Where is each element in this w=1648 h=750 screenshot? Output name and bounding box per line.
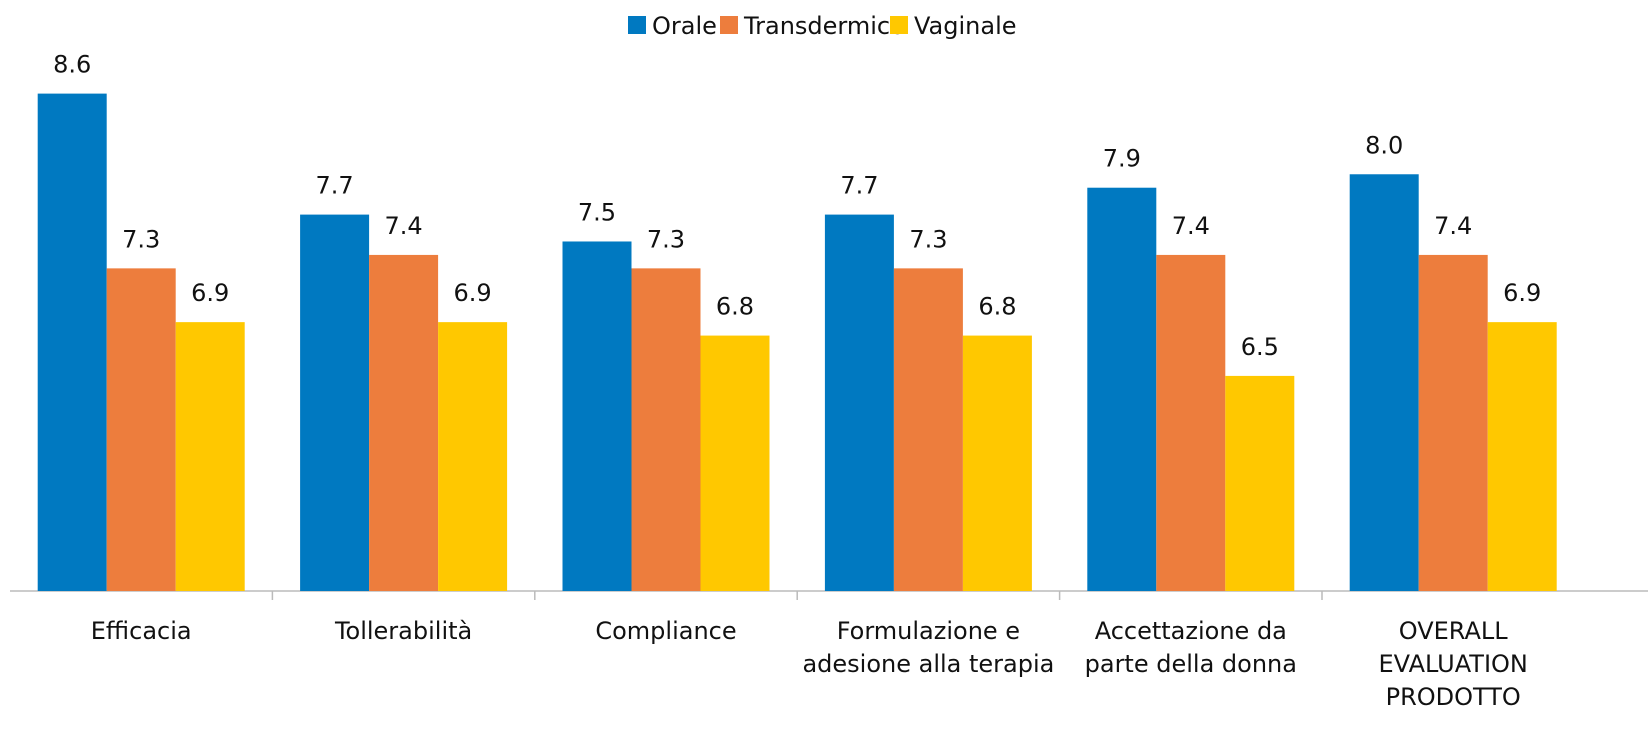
bar (893, 268, 963, 591)
bar (106, 268, 176, 591)
bar (562, 241, 632, 591)
bar (1156, 254, 1226, 591)
data-label: 7.3 (909, 225, 947, 253)
bar (1487, 322, 1557, 591)
legend-label: Transdermico (743, 12, 905, 40)
bar (175, 322, 245, 591)
data-label: 6.9 (1503, 279, 1541, 307)
bar (1087, 187, 1157, 591)
data-label: 7.5 (578, 198, 616, 226)
legend-label: Vaginale (914, 12, 1017, 40)
bar (700, 335, 770, 591)
data-label: 7.7 (840, 172, 878, 200)
bar (1225, 375, 1295, 591)
x-tick-label: Formulazione e adesione alla terapia (802, 617, 1054, 678)
data-label: 8.0 (1365, 131, 1403, 159)
x-tick-label: Efficacia (91, 617, 192, 645)
bar (438, 322, 508, 591)
bar (631, 268, 701, 591)
bar (37, 93, 107, 591)
legend-label: Orale (652, 12, 717, 40)
bar (1418, 254, 1488, 591)
data-label: 7.3 (647, 225, 685, 253)
legend-swatch (720, 16, 738, 34)
data-label: 7.4 (1434, 212, 1472, 240)
x-tick-label: Compliance (595, 617, 736, 645)
data-label: 8.6 (53, 51, 91, 79)
data-label: 6.5 (1241, 333, 1279, 361)
data-label: 7.3 (122, 225, 160, 253)
bar (300, 214, 370, 591)
bar (824, 214, 894, 591)
x-tick-label: Accettazione da parte della donna (1085, 617, 1297, 678)
x-tick-label: Tollerabilità (334, 617, 472, 645)
legend-swatch (628, 16, 646, 34)
x-tick-label: OVERALL EVALUATION PRODOTTO (1379, 617, 1528, 711)
data-label: 7.7 (316, 172, 354, 200)
data-label: 6.9 (191, 279, 229, 307)
legend-swatch (890, 16, 908, 34)
bar (962, 335, 1032, 591)
bar (1349, 174, 1419, 592)
data-label: 6.9 (454, 279, 492, 307)
bar (369, 254, 439, 591)
data-label: 7.9 (1103, 145, 1141, 173)
data-label: 7.4 (385, 212, 423, 240)
data-label: 6.8 (716, 293, 754, 321)
data-label: 6.8 (978, 293, 1016, 321)
data-label: 7.4 (1172, 212, 1210, 240)
